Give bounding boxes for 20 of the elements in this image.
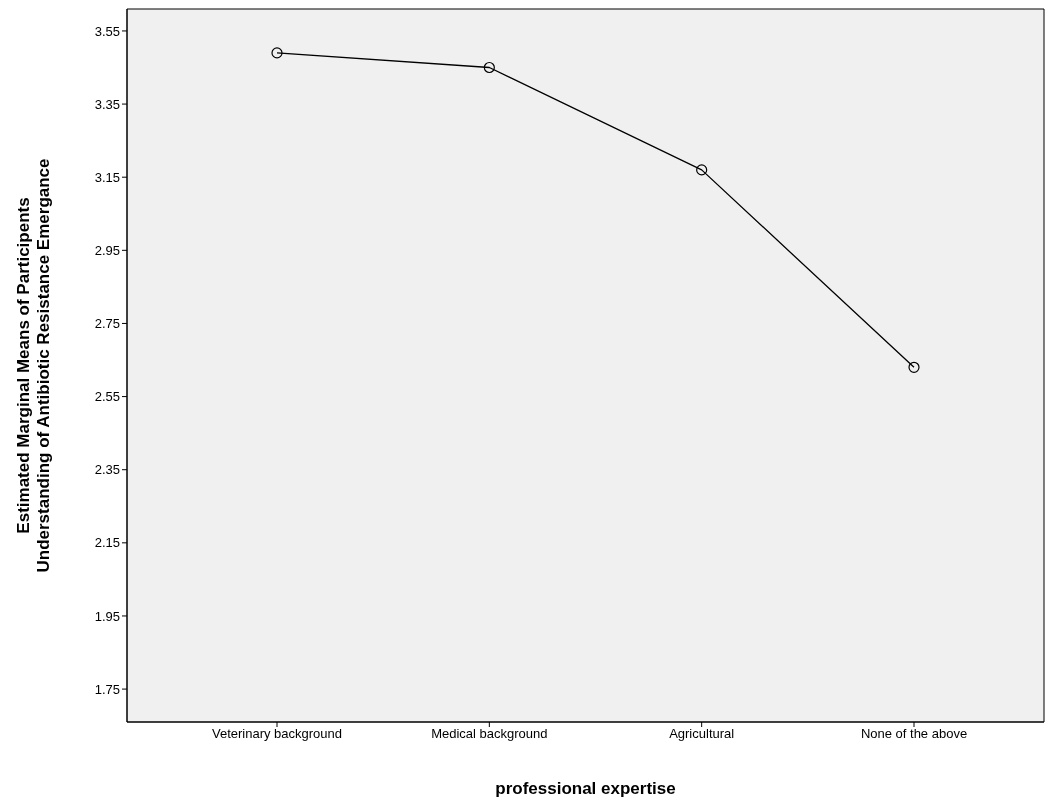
y-tick-label: 1.95	[94, 608, 120, 624]
x-axis-title: professional expertise	[495, 779, 676, 798]
x-tick-label: Veterinary background	[211, 726, 343, 742]
y-axis-title: Estimated Marginal Means of Participents Understanding of Antibiotic Resistance Emergance	[14, 158, 53, 573]
y-tick-label: 2.75	[94, 316, 120, 332]
y-tick-label: 3.15	[94, 169, 120, 185]
y-tick-label: 3.55	[94, 23, 120, 39]
point	[908, 361, 920, 373]
y-tick-label: 2.95	[94, 242, 120, 258]
x-tick-label: Medical background	[431, 726, 548, 742]
x-tick-label: Agricultural	[669, 726, 735, 742]
point	[696, 164, 708, 176]
y-tick-label: 1.75	[94, 681, 120, 697]
point	[483, 61, 495, 74]
point	[271, 47, 283, 59]
y-tick-label: 3.35	[94, 96, 120, 112]
y-tick-label: 2.35	[94, 462, 120, 478]
y-tick-label: 2.15	[94, 535, 120, 551]
y-tick-label: 2.55	[94, 389, 120, 405]
x-tick-label: None of the above	[860, 726, 968, 742]
